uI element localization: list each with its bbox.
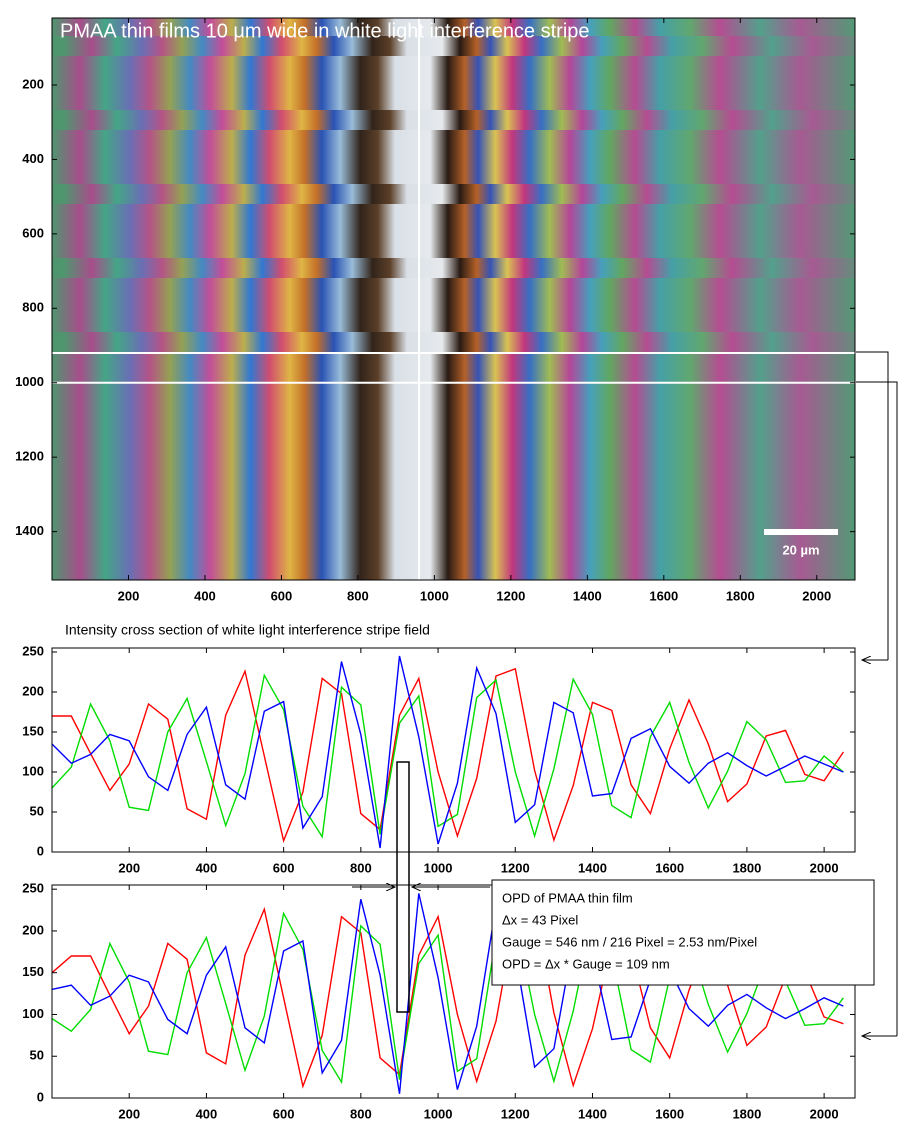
- scale-bar: [764, 529, 838, 535]
- image-band: [52, 36, 855, 56]
- y-tick-label: 150: [22, 723, 44, 738]
- y-tick-label: 1200: [15, 449, 44, 464]
- x-tick-label: 200: [118, 860, 140, 875]
- scale-bar-label: 20 µm: [782, 542, 819, 557]
- x-tick-label: 1800: [732, 1106, 761, 1121]
- chart-title: Intensity cross section of white light i…: [65, 622, 430, 638]
- annotation-box: [491, 879, 875, 986]
- x-tick-label: 1600: [649, 588, 678, 603]
- image-title: PMAA thin films 10 μm wide in white ligh…: [60, 20, 590, 42]
- x-tick-label: 600: [273, 860, 295, 875]
- image-band: [52, 332, 855, 352]
- x-tick-label: 1400: [578, 1106, 607, 1121]
- line-series: [51, 673, 844, 839]
- line-series: [51, 655, 844, 849]
- micrograph: [52, 18, 855, 580]
- x-tick-label: 1000: [424, 860, 453, 875]
- y-tick-label: 150: [22, 964, 44, 979]
- y-tick-label: 0: [37, 843, 44, 858]
- x-tick-label: 1800: [726, 588, 755, 603]
- x-tick-label: 1200: [501, 1106, 530, 1121]
- connector: [856, 381, 898, 1036]
- x-tick-label: 800: [350, 1106, 372, 1121]
- line-series: [51, 911, 844, 1085]
- y-tick-label: 800: [22, 300, 44, 315]
- plot-frame: [51, 884, 856, 1099]
- x-tick-label: 400: [196, 1106, 218, 1121]
- line-series: [52, 667, 844, 844]
- x-tick-label: 800: [350, 860, 372, 875]
- y-tick-label: 0: [37, 1089, 44, 1104]
- x-tick-label: 1000: [420, 588, 449, 603]
- line-series: [51, 893, 844, 1094]
- y-tick-label: 200: [22, 76, 44, 91]
- y-tick-label: 50: [30, 803, 44, 818]
- x-tick-label: 600: [273, 1106, 295, 1121]
- x-tick-label: 400: [196, 860, 218, 875]
- connectors: [856, 351, 898, 1036]
- x-tick-label: 600: [271, 588, 293, 603]
- y-tick-label: 1400: [15, 523, 44, 538]
- plot-frame: [51, 647, 856, 853]
- image-shade: [52, 18, 855, 580]
- x-tick-label: 1600: [655, 1106, 684, 1121]
- x-tick-label: 200: [118, 1106, 140, 1121]
- image-band: [52, 110, 855, 130]
- x-tick-label: 800: [347, 588, 369, 603]
- connector: [856, 351, 889, 660]
- y-tick-label: 1000: [15, 374, 44, 389]
- x-tick-label: 1400: [578, 860, 607, 875]
- x-tick-label: 2000: [810, 1106, 839, 1121]
- y-tick-label: 100: [22, 763, 44, 778]
- annotation-text: Gauge = 546 nm / 216 Pixel = 2.53 nm/Pix…: [502, 934, 757, 949]
- x-tick-label: 1800: [732, 860, 761, 875]
- y-tick-label: 400: [22, 151, 44, 166]
- y-tick-label: 600: [22, 225, 44, 240]
- annotation-text: Δx = 43 Pixel: [502, 912, 578, 927]
- x-tick-label: 1400: [573, 588, 602, 603]
- plot-frame: [51, 17, 856, 581]
- x-tick-label: 200: [118, 588, 140, 603]
- y-tick-label: 100: [22, 1006, 44, 1021]
- step-connector: [396, 761, 410, 1013]
- x-tick-label: 2000: [802, 588, 831, 603]
- x-tick-label: 1200: [496, 588, 525, 603]
- y-tick-label: 250: [22, 643, 44, 658]
- y-tick-label: 250: [22, 881, 44, 896]
- x-tick-label: 400: [194, 588, 216, 603]
- image-band: [52, 258, 855, 278]
- y-tick-label: 200: [22, 922, 44, 937]
- x-tick-label: 1600: [655, 860, 684, 875]
- annotation-text: OPD of PMAA thin film: [502, 890, 633, 905]
- x-tick-label: 1000: [424, 1106, 453, 1121]
- x-tick-label: 2000: [810, 860, 839, 875]
- image-band: [52, 184, 855, 204]
- y-tick-label: 50: [30, 1048, 44, 1063]
- y-tick-label: 200: [22, 683, 44, 698]
- annotation-text: OPD = Δx * Gauge = 109 nm: [502, 956, 670, 971]
- x-tick-label: 1200: [501, 860, 530, 875]
